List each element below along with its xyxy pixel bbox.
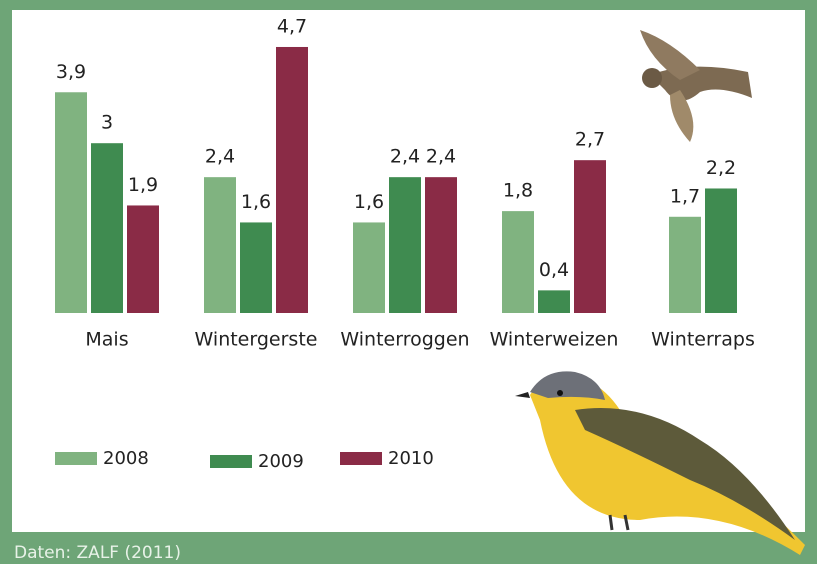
x-tick-label: Winterweizen [490,329,619,351]
value-label: 1,9 [128,174,158,196]
bird-bottom [515,371,805,555]
value-label: 3 [101,112,113,134]
value-label: 2,2 [706,157,736,179]
x-tick-label: Winterroggen [340,329,469,351]
value-label: 3,9 [56,61,86,83]
source: Daten: ZALF (2011) [14,543,181,563]
bar [574,160,606,313]
bar [55,92,87,313]
legend-swatch [55,452,97,465]
value-label: 0,4 [539,259,569,281]
value-label: 2,4 [390,146,420,168]
value-label: 1,8 [503,180,533,202]
value-label: 4,7 [277,15,307,37]
value-label: 1,6 [354,191,384,213]
bar [276,46,308,313]
x-tick-label: Wintergerste [195,329,318,351]
bar [389,177,421,313]
value-label: 2,4 [205,146,235,168]
bird-top [640,30,752,142]
bar [204,177,236,313]
value-label: 2,7 [575,129,605,151]
legend-swatch [340,452,382,465]
legend-swatch [210,455,252,468]
bar [240,222,272,313]
bar [502,211,534,313]
bar [705,188,737,313]
bar [127,205,159,313]
x-tick-label: Winterraps [651,329,755,351]
x-tick-label: Mais [85,329,128,351]
value-label: 1,7 [670,185,700,207]
bar [669,216,701,313]
bar [353,222,385,313]
value-label: 1,6 [241,191,271,213]
legend-label: 2010 [388,448,434,469]
value-label: 2,4 [426,146,456,168]
bar [91,143,123,313]
legend-label: 2009 [258,451,304,472]
legend-label: 2008 [103,448,149,469]
bar [538,290,570,313]
bar [425,177,457,313]
